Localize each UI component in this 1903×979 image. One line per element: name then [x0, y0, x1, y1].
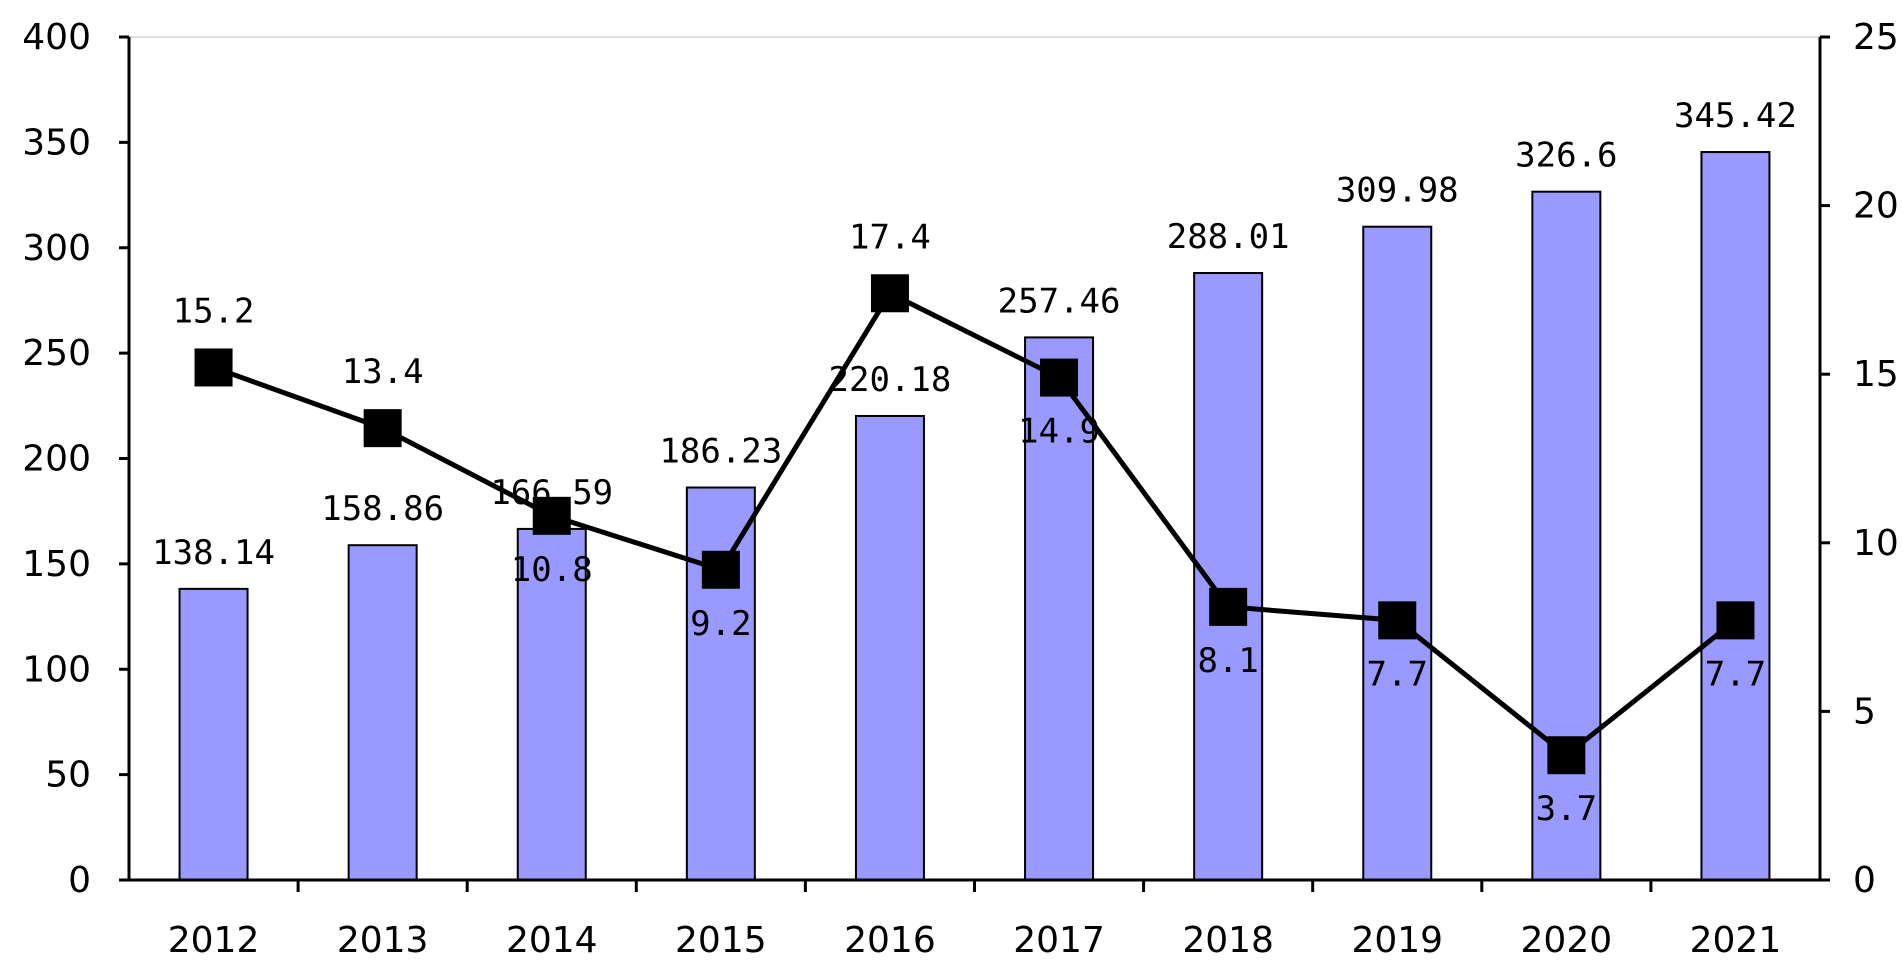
line-marker-2019 — [1378, 601, 1417, 640]
y-left-tick-label: 300 — [22, 228, 91, 269]
y-right-tick-label: 25 — [1853, 17, 1899, 58]
y-left-tick-label: 200 — [22, 439, 91, 480]
bar-value-label-2015: 186.23 — [659, 432, 782, 472]
y-left-tick-label: 150 — [22, 544, 91, 585]
line-value-label-2020: 3.7 — [1536, 789, 1597, 829]
bar-2012 — [178, 587, 249, 881]
line-path — [212, 290, 1738, 759]
line-value-label-2021: 7.7 — [1705, 654, 1766, 694]
line-value-label-2017: 14.9 — [1018, 412, 1100, 452]
bar-2017 — [1024, 336, 1095, 881]
y-right-tick-label: 0 — [1853, 860, 1876, 901]
line-value-label-2015: 9.2 — [690, 604, 751, 644]
line-marker-2014 — [532, 496, 571, 535]
line-value-label-2014: 10.8 — [511, 550, 593, 590]
bar-value-label-2016: 220.18 — [829, 360, 952, 400]
x-tick-label-2014: 2014 — [506, 920, 598, 961]
line-value-label-2016: 17.4 — [849, 217, 931, 257]
line-value-label-2013: 13.4 — [342, 352, 424, 392]
line-marker-2020 — [1547, 736, 1586, 775]
line-marker-2021 — [1716, 601, 1755, 640]
y-left-tick-label: 400 — [22, 17, 91, 58]
bar-value-label-2017: 257.46 — [998, 281, 1121, 321]
bar-value-label-2018: 288.01 — [1167, 217, 1290, 257]
bar-2015 — [685, 486, 756, 881]
x-tick-label-2016: 2016 — [844, 920, 936, 961]
bar-value-label-2012: 138.14 — [152, 533, 275, 573]
data-labels: 138.14 158.86 166.59 186.23 220.18 257.46 288.… — [152, 96, 1797, 829]
bar-value-label-2020: 326.6 — [1515, 136, 1617, 176]
bar-2013 — [347, 544, 418, 882]
bar-2021 — [1700, 151, 1771, 881]
x-tick-label-2018: 2018 — [1182, 920, 1274, 961]
axes: 0 50 100 150 200 250 300 350 400 0 5 10 15 20 25 2012 20… — [22, 17, 1899, 961]
y-left-tick-label: 0 — [68, 860, 91, 901]
line-value-label-2019: 7.7 — [1367, 654, 1428, 694]
y-right-tick-label: 15 — [1853, 354, 1899, 395]
bar-2020 — [1531, 190, 1602, 882]
x-tick-label-2019: 2019 — [1351, 920, 1443, 961]
y-left-tick-label: 250 — [22, 333, 91, 374]
line-value-label-2018: 8.1 — [1197, 641, 1258, 681]
y-left-tick-label: 350 — [22, 122, 91, 163]
x-tick-label-2021: 2021 — [1690, 920, 1782, 961]
bar-2016 — [854, 414, 925, 881]
x-tick-label-2015: 2015 — [675, 920, 767, 961]
line-marker-2015 — [701, 550, 740, 589]
line-value-label-2012: 15.2 — [173, 291, 255, 331]
bar-series — [178, 151, 1771, 882]
line-marker-2016 — [870, 274, 909, 313]
x-tick-label-2017: 2017 — [1013, 920, 1105, 961]
x-tick-label-2020: 2020 — [1521, 920, 1613, 961]
y-right-tick-label: 10 — [1853, 523, 1899, 564]
x-tick-label-2013: 2013 — [337, 920, 429, 961]
x-tick-label-2012: 2012 — [168, 920, 260, 961]
line-marker-2012 — [194, 348, 233, 387]
bar-value-label-2021: 345.42 — [1674, 96, 1797, 136]
bar-value-label-2013: 158.86 — [321, 489, 444, 529]
bar-value-label-2019: 309.98 — [1336, 171, 1459, 211]
line-marker-2018 — [1209, 587, 1248, 626]
line-marker-2013 — [363, 409, 402, 448]
y-left-tick-label: 100 — [22, 649, 91, 690]
y-left-tick-label: 50 — [45, 755, 91, 796]
bar-2019 — [1362, 225, 1433, 881]
y-right-tick-label: 20 — [1853, 186, 1899, 227]
y-right-tick-label: 5 — [1853, 691, 1876, 732]
bar-value-label-2014: 166.59 — [490, 473, 613, 513]
line-marker-2017 — [1040, 358, 1079, 397]
line-series — [194, 274, 1755, 775]
